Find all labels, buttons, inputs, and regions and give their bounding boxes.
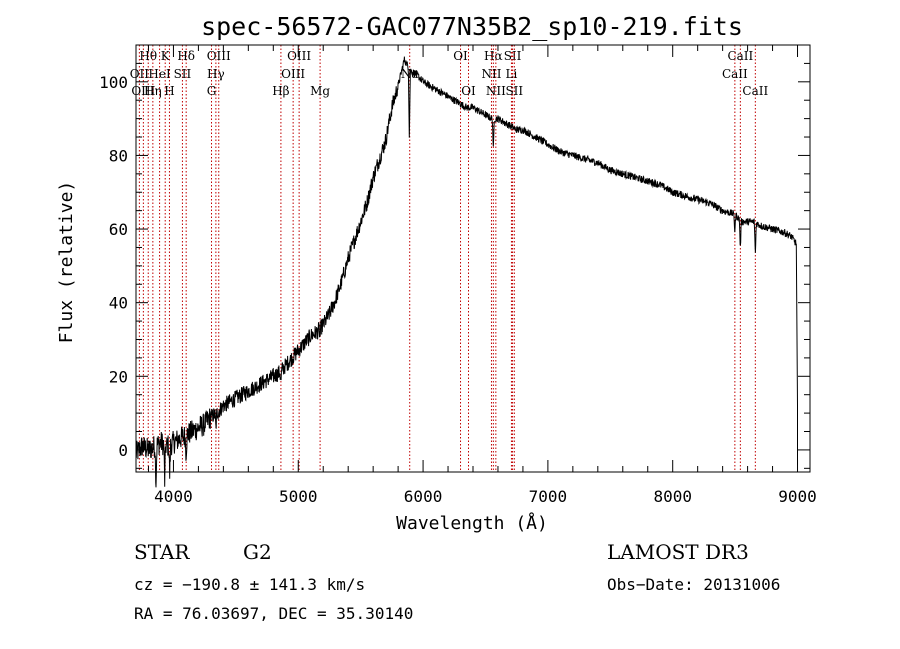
- marker-label-21: NII: [486, 84, 506, 98]
- marker-label-14: OIII: [281, 67, 305, 81]
- x-axis-label: Wavelength (Å): [396, 512, 548, 534]
- spectrum-series: [135, 56, 798, 488]
- marker-label-26: CaII: [722, 67, 748, 81]
- marker-label-9: OIII: [207, 49, 231, 63]
- x-tick-label: 7000: [529, 487, 568, 506]
- y-tick-label: 60: [109, 220, 128, 239]
- marker-label-15: Mg: [310, 84, 330, 98]
- coordinates: RA = 76.03697, DEC = 35.30140: [134, 604, 413, 623]
- marker-label-7: SII: [174, 67, 192, 81]
- y-tick-label: 40: [109, 294, 128, 313]
- marker-label-13: OIII: [287, 49, 311, 63]
- y-axis-label: Flux (relative): [56, 181, 77, 344]
- marker-label-11: G: [207, 84, 217, 98]
- marker-label-23: Li: [506, 67, 518, 81]
- marker-label-5: HeI: [148, 67, 171, 81]
- marker-label-10: Hγ: [207, 67, 225, 81]
- x-tick-label: 5000: [279, 487, 318, 506]
- axis-ticks: 4000 5000 6000 7000 8000 9000 0 20 40 60 80 100: [99, 45, 817, 506]
- marker-label-6: H: [164, 84, 174, 98]
- marker-label-19: Hα: [484, 49, 503, 63]
- marker-label-25: CaII: [727, 49, 753, 63]
- y-tick-label: 80: [109, 146, 128, 165]
- marker-label-18: OI: [461, 84, 476, 98]
- marker-label-20: NII: [481, 67, 501, 81]
- spectral-class: STAR: [134, 540, 190, 564]
- redshift-text: cz = −190.8 ± 141.3 km/s: [134, 575, 365, 594]
- x-tick-label: 6000: [404, 487, 443, 506]
- marker-label-2: OIII: [131, 84, 155, 98]
- marker-label-1: OII: [130, 67, 150, 81]
- x-tick-label: 4000: [154, 487, 193, 506]
- survey-name: LAMOST DR3: [607, 540, 749, 564]
- chart-title: spec-56572-GAC077N35B2_sp10-219.fits: [201, 12, 743, 41]
- marker-label-8: Hδ: [177, 49, 195, 63]
- marker-label-0: Hθ: [139, 49, 157, 63]
- y-tick-label: 20: [109, 367, 128, 386]
- marker-label-4: K: [161, 49, 171, 63]
- spectrum-line: [135, 56, 798, 488]
- marker-label-12: Hβ: [272, 84, 289, 98]
- x-tick-label: 9000: [778, 487, 817, 506]
- y-tick-label: 100: [99, 73, 128, 92]
- marker-label-24: SII: [505, 84, 523, 98]
- marker-label-17: OI: [453, 49, 468, 63]
- spectral-subclass: G2: [243, 540, 272, 564]
- x-tick-label: 8000: [653, 487, 692, 506]
- marker-label-3: Hη: [144, 84, 162, 98]
- obs-date: Obs−Date: 20131006: [607, 575, 780, 594]
- y-tick-label: 0: [118, 441, 128, 460]
- marker-label-27: CaII: [742, 84, 768, 98]
- marker-label-22: SII: [504, 49, 522, 63]
